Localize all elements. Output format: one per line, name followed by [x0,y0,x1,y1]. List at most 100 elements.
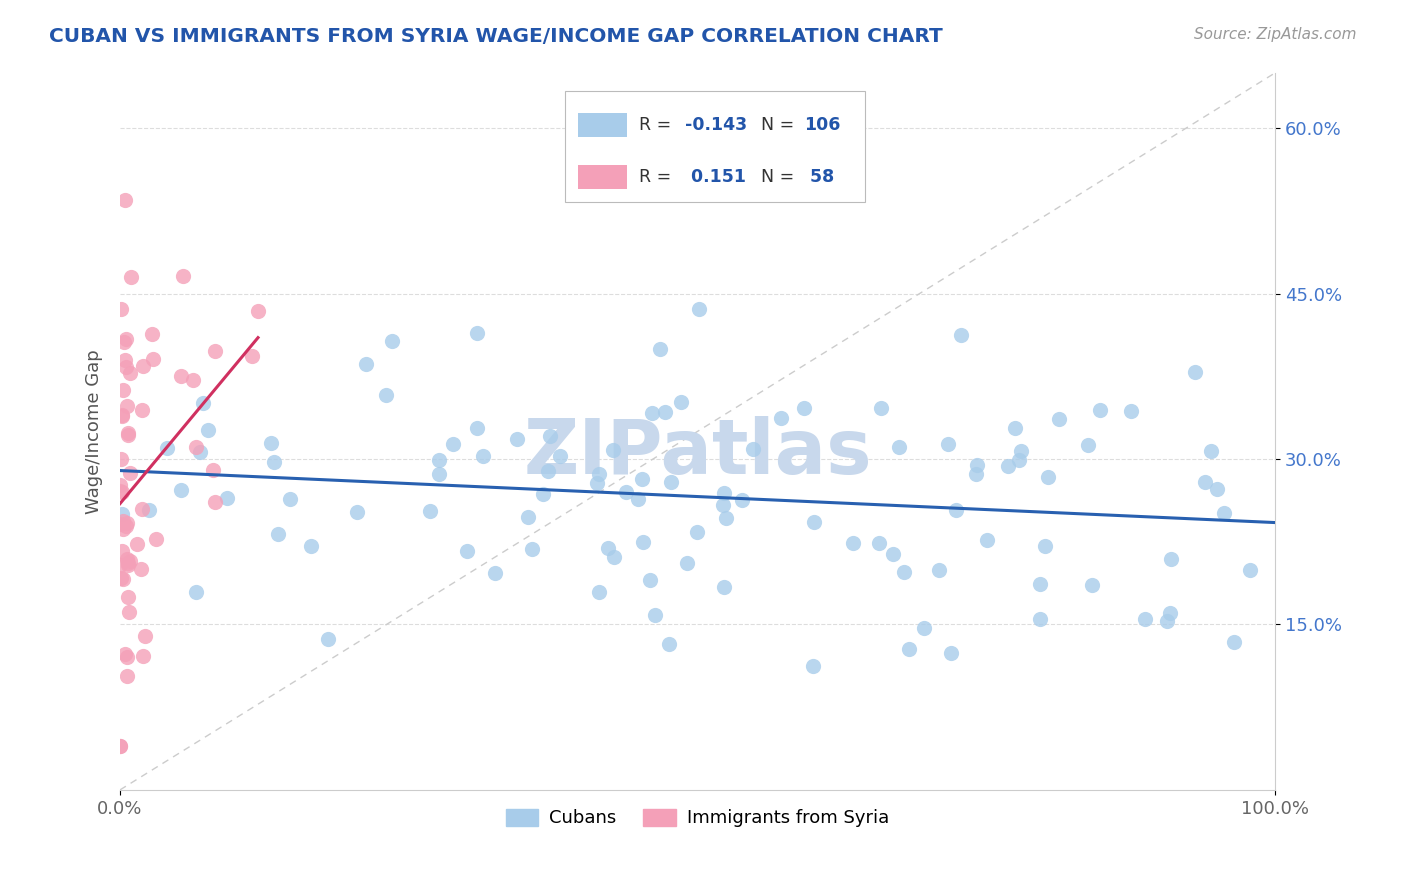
Point [588,584,610,599]
Point [111,409,134,423]
Point [638,573,661,587]
Point [108,558,131,573]
Point [1077,438,1099,452]
Point [419,504,441,518]
Text: -0.143: -0.143 [685,116,747,134]
Point [631,535,654,549]
Point [484,566,506,581]
Point [318,632,340,647]
Point [204,343,226,358]
Point [897,641,920,656]
Text: R =: R = [638,116,676,134]
Point [1160,551,1182,566]
Point [132,648,155,663]
Point [170,483,193,497]
Point [118,366,141,380]
Point [658,637,681,651]
Point [111,383,134,397]
Point [117,551,139,566]
Point [108,516,131,531]
Point [586,475,609,490]
Point [145,533,167,547]
Point [427,453,450,467]
Point [945,503,967,517]
Point [1212,506,1234,520]
Point [641,406,664,420]
Point [138,503,160,517]
Text: Source: ZipAtlas.com: Source: ZipAtlas.com [1194,27,1357,42]
Point [184,440,207,454]
FancyBboxPatch shape [578,165,627,189]
Text: 106: 106 [804,116,841,134]
Point [801,659,824,673]
Point [713,580,735,594]
Point [614,484,637,499]
Point [770,411,793,425]
Point [928,564,950,578]
Point [731,492,754,507]
Point [654,405,676,419]
Point [471,449,494,463]
Point [188,445,211,459]
Point [117,558,139,572]
Point [117,650,139,665]
Point [506,432,529,446]
Point [1004,421,1026,435]
Point [602,442,624,457]
Point [882,547,904,561]
Point [531,487,554,501]
Point [181,374,204,388]
Point [626,491,648,506]
Text: 58: 58 [804,168,834,186]
Point [686,525,709,540]
Point [742,442,765,457]
Point [120,270,142,285]
Point [793,401,815,416]
Point [1081,578,1104,592]
Text: ZIPatlas: ZIPatlas [523,416,872,490]
Point [1201,444,1223,458]
Point [869,401,891,415]
Point [675,556,697,570]
Point [841,536,863,550]
Point [110,739,132,753]
Point [346,505,368,519]
Point [356,357,378,371]
Point [118,466,141,480]
Point [522,541,544,556]
Point [131,402,153,417]
Text: R =: R = [638,168,676,186]
Point [1008,453,1031,467]
Point [156,442,179,456]
Point [111,522,134,536]
Point [129,562,152,576]
Point [111,544,134,558]
Point [596,541,619,556]
Point [112,515,135,529]
Point [516,509,538,524]
Point [240,350,263,364]
Point [711,499,734,513]
Point [803,515,825,529]
Point [204,495,226,509]
Y-axis label: Wage/Income Gap: Wage/Income Gap [86,349,103,514]
Point [202,463,225,477]
Point [110,507,132,521]
Point [142,352,165,367]
Point [1121,403,1143,417]
Point [429,467,451,482]
Point [117,590,139,604]
Text: N =: N = [761,116,794,134]
Point [184,585,207,599]
Point [1088,403,1111,417]
Point [1156,614,1178,628]
Point [115,669,138,683]
Point [193,396,215,410]
Point [889,440,911,454]
Point [380,334,402,349]
Point [588,467,610,482]
Point [868,536,890,550]
Point [949,327,972,342]
Point [966,458,988,473]
Point [111,408,134,422]
